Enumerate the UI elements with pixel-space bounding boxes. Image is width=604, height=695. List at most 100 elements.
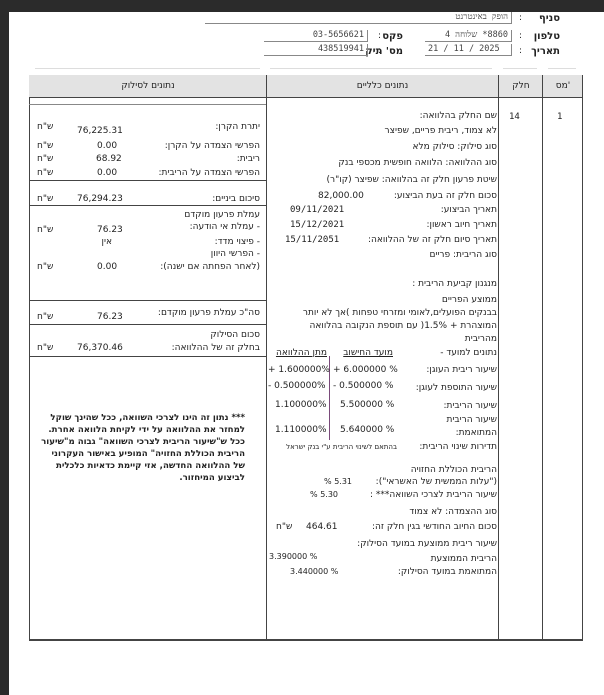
- frequency-value: בהתאם לשינוי הריבית ע"י בנק ישראל: [286, 443, 397, 451]
- payoff-value: 76,370.46: [77, 343, 123, 353]
- compare-rate-label: שיעור הריבית לצרכי השוואה*** :: [370, 490, 497, 500]
- rates-header-grant: מתן ההלוואה: [275, 348, 327, 358]
- discount-value: 0.00: [97, 262, 118, 272]
- discount-label: - הפרשי היוון: [210, 249, 260, 259]
- monthly-value: 464.61: [306, 522, 338, 532]
- compare-rate-value: 5.30 %: [310, 490, 338, 499]
- first-charge-label: תאריך חיוב ראשון:: [426, 220, 497, 230]
- rate-type: סוג הריבית: פריים: [429, 250, 497, 260]
- subtotal-label: סיכום ביניים:: [212, 194, 260, 204]
- avg-adj-value: 3.440000 %: [290, 567, 339, 576]
- phone-field: 8860* שלוחה 4: [425, 30, 512, 42]
- divider: [29, 180, 266, 181]
- rate-label: המתואמת:: [455, 428, 497, 438]
- interest-index-label: הפרשי הצמדה על הריבית:: [158, 168, 260, 178]
- divider: [270, 68, 492, 69]
- monthly-label: סכום החיוב החודשי בגין חלק זה:: [371, 522, 497, 532]
- comparison-note: *** נתון זה הינו לצרכי השוואה, ככל שהינך…: [41, 413, 245, 483]
- indexation: סוג ההצמדה: לא צמוד: [409, 507, 497, 517]
- amount-label: סכום חלק זה בעת הביצוע:: [393, 191, 497, 201]
- left-bar: [0, 0, 9, 695]
- divider: [29, 104, 266, 105]
- file-label: מס' תיק: [365, 46, 403, 57]
- currency: ש"ח: [37, 225, 54, 235]
- currency: ש"ח: [37, 343, 54, 353]
- part-number: 14: [509, 112, 520, 122]
- exec-date-value: 09/11/2021: [290, 205, 345, 215]
- currency: ש"ח: [37, 262, 54, 272]
- mechanism-title: מנגנון קביעת הריבית :: [412, 279, 497, 289]
- branch-field: הופק באינטרנט: [205, 12, 512, 24]
- payoff-label: בחלק זה של ההלוואה:: [171, 343, 260, 353]
- divider: [548, 68, 576, 69]
- fax-label: פקס: [382, 31, 403, 42]
- phone-label: טלפון: [533, 31, 560, 42]
- expected-rate-title: הריבית הכוללת החזויה: [410, 465, 497, 475]
- principal-index-value: 0.00: [97, 141, 118, 151]
- index-comp-value: אין: [101, 237, 112, 247]
- column-divider: [266, 75, 267, 639]
- principal-value: 76,225.31: [77, 126, 123, 136]
- rate-label: שיעור הריבית: [446, 415, 497, 425]
- repay-method: שיטת פרעון חלק זה בהלוואה: שפיצר (קו"ר): [326, 175, 497, 185]
- rates-divider: [329, 356, 330, 440]
- rate-label: שיעור התוספת לעוגן:: [415, 383, 497, 393]
- principal-label: יתרת הקרן:: [215, 122, 260, 132]
- part-name-label: שם החלק בהלוואה:: [419, 111, 497, 121]
- currency: ש"ח: [37, 141, 54, 151]
- rates-header-calc: מועד החישוב: [343, 348, 393, 358]
- end-date-label: תאריך סיום חלק זה של ההלוואה:: [367, 235, 497, 245]
- rate-label: שיעור ריבית העוגן:: [426, 365, 497, 375]
- currency: ש"ח: [37, 154, 54, 164]
- rate-calc: - 0.500000 %: [333, 381, 394, 391]
- rate-label: שיעור הריבית:: [443, 401, 497, 411]
- colon: :: [378, 46, 382, 56]
- divider: [29, 356, 266, 357]
- divider: [35, 68, 260, 69]
- index-comp-label: - פיצוי מדד:: [214, 237, 260, 247]
- rate-grant: - 0.500000%: [268, 381, 326, 391]
- avg-rate-value: 3.390000 %: [269, 552, 318, 561]
- date-label: תאריך: [531, 46, 560, 57]
- column-divider: [498, 75, 499, 639]
- exec-date-label: תאריך הביצוע:: [440, 205, 497, 215]
- divider: [29, 205, 266, 206]
- divider: [503, 68, 537, 69]
- top-bar: [0, 0, 604, 12]
- part-name-value: לא צמוד, ריבית פריים, שפיצר: [384, 126, 497, 136]
- avg-adj-label: המתואמת במועד הסילוק:: [397, 567, 497, 577]
- effective-cost-label: ("עלות הממשית של האשראי"):: [375, 477, 497, 487]
- effective-cost-value: 5.31 %: [324, 477, 352, 486]
- branch-label: סניף: [538, 13, 560, 24]
- interest-value: 68.92: [96, 154, 122, 164]
- amount-value: 82,000.00: [318, 191, 364, 201]
- mechanism-line: ממוצע הפריים: [441, 295, 497, 305]
- mechanism-line: המוצהרת + 1.5%( עם תוספת הנקובה בהלוואה: [309, 321, 497, 331]
- header-general: נתונים כלליים: [356, 81, 409, 91]
- header-num: מס': [555, 81, 571, 91]
- header-payoff: נתונים לסילוק: [121, 81, 175, 91]
- no-notice-label: - עמלת אי הודעה:: [189, 222, 260, 232]
- interest-index-value: 0.00: [97, 168, 118, 178]
- total-prepay-label: סה"כ עמלת פרעון מוקדם:: [157, 308, 260, 318]
- rate-grant: 1.100000%: [275, 400, 327, 410]
- colon: :: [378, 31, 382, 41]
- mechanism-line: בבנקים הפועלים,לאומי ומזרחי טפחות )אך לא…: [302, 308, 497, 318]
- rate-calc: + 6.000000 %: [333, 365, 398, 375]
- divider: [29, 300, 266, 301]
- frequency-label: תדירות שינוי הריבית:: [419, 442, 497, 452]
- colon: :: [519, 46, 523, 56]
- rate-calc: 5.640000 %: [340, 425, 395, 435]
- avg-rate-label: שיעור ריבית ממוצעת במועד הסילוק:: [357, 539, 497, 549]
- prepay-title: עמלת פרעון מוקדם: [184, 210, 260, 220]
- currency: ש"ח: [37, 168, 54, 178]
- end-date-value: 15/11/2051: [285, 235, 340, 245]
- first-charge-value: 15/12/2021: [290, 220, 345, 230]
- column-divider: [542, 75, 543, 639]
- currency: ש"ח: [37, 194, 54, 204]
- total-prepay-value: 76.23: [97, 312, 123, 322]
- monthly-currency: ש"ח: [276, 522, 293, 532]
- payoff-label: סכום הסילוק: [210, 330, 260, 340]
- mechanism-line: מהריבית: [464, 334, 497, 344]
- discount-label: (לאחר הפחתה אם ישנה):: [160, 262, 260, 272]
